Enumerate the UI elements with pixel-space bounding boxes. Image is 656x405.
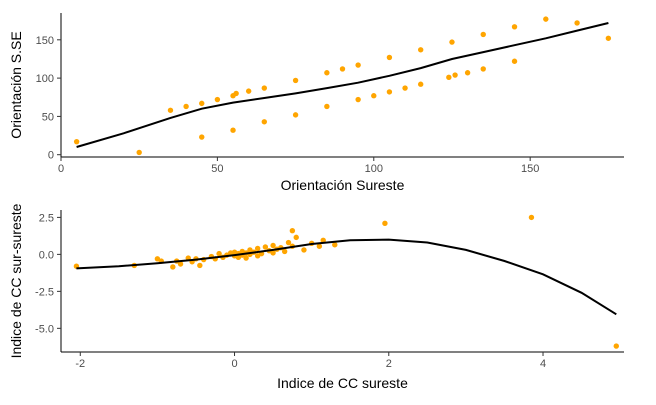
data-point bbox=[183, 103, 189, 110]
data-point bbox=[73, 138, 80, 145]
y-tick-label: -2.5 bbox=[35, 286, 54, 298]
y-tick-label: 50 bbox=[42, 111, 54, 123]
x-tick-label: 150 bbox=[521, 163, 539, 175]
data-point bbox=[324, 103, 330, 110]
data-point bbox=[605, 35, 612, 41]
x-tick-label: 4 bbox=[540, 358, 546, 370]
data-point bbox=[233, 90, 239, 97]
data-point bbox=[197, 262, 203, 269]
data-point bbox=[446, 74, 452, 81]
data-point bbox=[243, 255, 249, 261]
data-point bbox=[281, 248, 288, 255]
y-tick-label: 2.5 bbox=[39, 212, 54, 224]
x-tick-label: 2 bbox=[386, 358, 392, 370]
data-point bbox=[324, 70, 330, 76]
data-point bbox=[199, 134, 205, 140]
data-point bbox=[177, 261, 184, 267]
x-tick-label: -2 bbox=[75, 358, 85, 370]
data-point bbox=[417, 81, 424, 87]
data-point bbox=[293, 234, 299, 241]
data-point bbox=[574, 20, 580, 26]
y-tick-label: 100 bbox=[36, 73, 54, 85]
data-point bbox=[230, 127, 236, 133]
data-point bbox=[254, 245, 261, 252]
data-point bbox=[245, 88, 252, 94]
data-point bbox=[386, 54, 393, 61]
data-point bbox=[167, 107, 174, 113]
x-tick-label: 100 bbox=[365, 163, 383, 175]
data-point bbox=[339, 66, 346, 72]
data-point bbox=[511, 24, 518, 30]
data-point bbox=[292, 77, 299, 84]
y-axis-title: Indice de CC sur-sureste bbox=[8, 203, 24, 358]
data-point bbox=[289, 228, 296, 234]
smooth-fit-line bbox=[76, 22, 609, 148]
data-point bbox=[261, 119, 268, 125]
data-point bbox=[216, 250, 222, 257]
data-point bbox=[320, 237, 326, 244]
data-point bbox=[382, 220, 388, 227]
data-point bbox=[262, 244, 269, 250]
data-point bbox=[285, 239, 292, 246]
y-tick-label: 0 bbox=[48, 150, 54, 162]
data-point bbox=[371, 93, 377, 99]
chart-panel-1: 0 50 100 150 0 50 100 150 Orientación Sureste Ori… bbox=[8, 13, 624, 193]
data-point bbox=[452, 72, 458, 78]
y-tick-label: 150 bbox=[36, 35, 54, 47]
data-point bbox=[199, 100, 205, 107]
data-point bbox=[480, 66, 486, 72]
data-point bbox=[449, 39, 455, 45]
data-point bbox=[214, 96, 221, 103]
data-point bbox=[402, 85, 408, 91]
x-tick-label: 0 bbox=[58, 163, 64, 175]
data-point bbox=[170, 264, 176, 270]
data-point bbox=[332, 242, 338, 248]
data-point bbox=[543, 16, 549, 22]
chart-panel-2: -2 0 2 4 2.5 0.0 -2.5 -5.0 Indice de CC sureste I… bbox=[8, 203, 624, 391]
data-point bbox=[355, 96, 361, 103]
data-point bbox=[136, 149, 142, 156]
data-point bbox=[386, 89, 393, 95]
data-point bbox=[355, 62, 361, 68]
data-point bbox=[270, 250, 276, 256]
y-axis-title: Orientación S.SE bbox=[8, 31, 24, 138]
x-axis-title: Orientación Sureste bbox=[281, 177, 405, 193]
data-point bbox=[613, 343, 619, 349]
smooth-fit-line bbox=[76, 238, 617, 316]
x-tick-label: 0 bbox=[231, 358, 237, 370]
data-point bbox=[464, 70, 471, 76]
y-tick-label: 0.0 bbox=[39, 249, 54, 261]
data-point bbox=[480, 31, 486, 38]
data-point bbox=[301, 247, 307, 253]
x-axis-title: Indice de CC sureste bbox=[277, 375, 408, 391]
y-tick-label: -5.0 bbox=[35, 323, 54, 335]
data-point bbox=[270, 242, 276, 249]
x-tick-label: 50 bbox=[211, 163, 223, 175]
data-point bbox=[261, 85, 268, 91]
data-point bbox=[511, 58, 518, 64]
data-point bbox=[316, 243, 323, 249]
data-point bbox=[292, 112, 299, 118]
data-point bbox=[417, 47, 424, 53]
data-point bbox=[528, 214, 535, 221]
